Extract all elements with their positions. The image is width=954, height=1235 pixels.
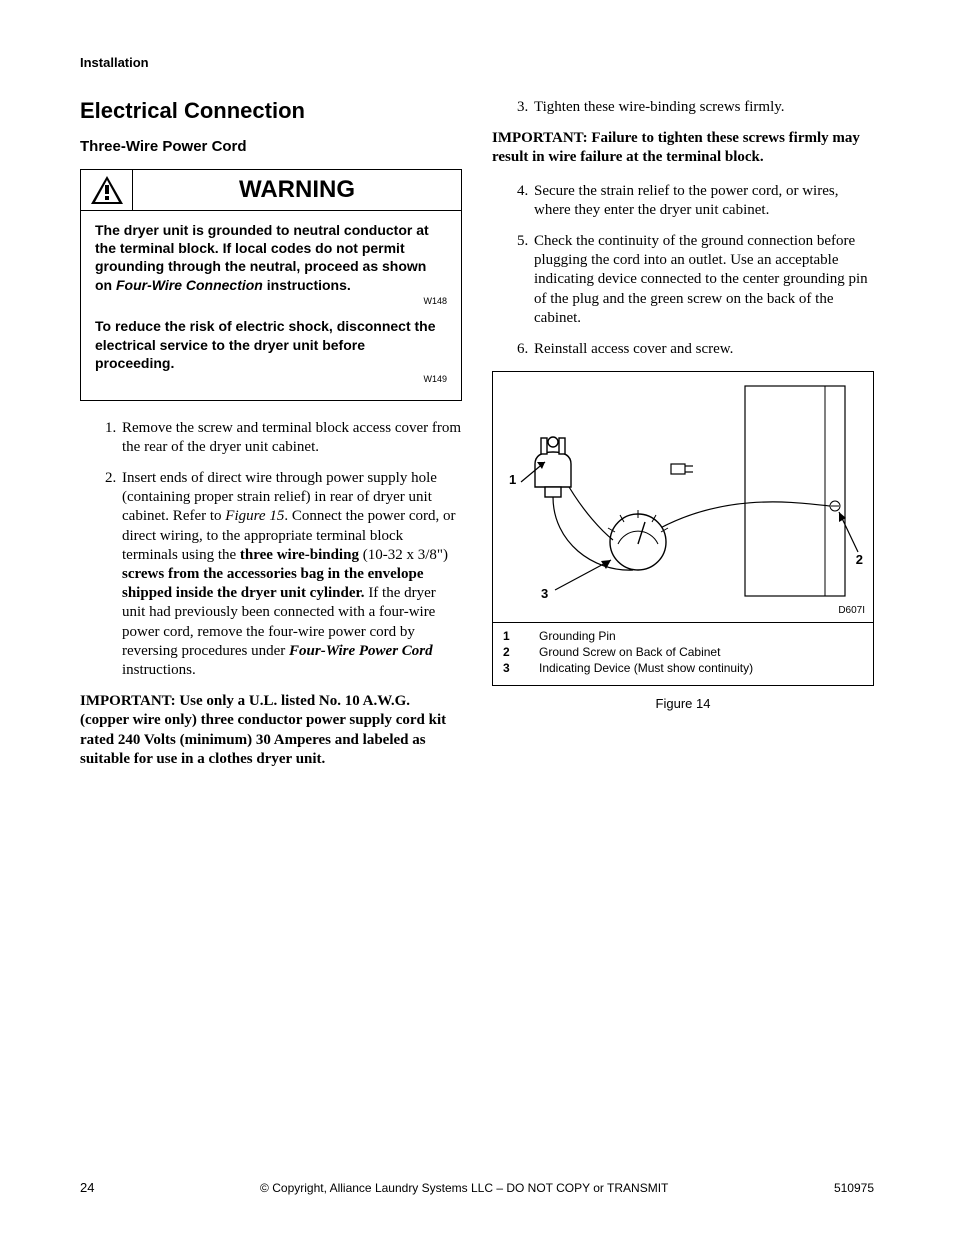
legend-row: 3 Indicating Device (Must show continuit… [503,661,863,675]
s2e: (10-32 x 3/8") [359,547,448,563]
right-important: IMPORTANT: Failure to tighten these scre… [492,129,874,167]
warning-paragraph-1: The dryer unit is grounded to neutral co… [95,221,447,294]
step-2: Insert ends of direct wire through power… [120,469,462,680]
warning-icon [81,170,133,210]
warning-p1c: instructions. [263,277,351,293]
step-5: Check the continuity of the ground conne… [532,232,874,328]
s2d: three wire-binding [240,547,359,563]
legend-key: 1 [503,629,539,643]
warning-code-1: W148 [95,296,447,308]
step-4: Secure the strain relief to the power co… [532,182,874,220]
diagram-svg [493,372,873,622]
legend-value: Indicating Device (Must show continuity) [539,661,753,675]
figure-diagram: 1 2 3 D607I [493,372,873,622]
s2h: Four-Wire Power Cord [289,643,433,659]
page-number: 24 [80,1180,94,1195]
warning-header: WARNING [81,170,461,211]
warning-paragraph-2: To reduce the risk of electric shock, di… [95,317,447,372]
figure-code: D607I [838,605,865,616]
two-column-layout: Electrical Connection Three-Wire Power C… [80,98,874,783]
right-steps-list-b: Secure the strain relief to the power co… [492,182,874,360]
s2i: instructions. [122,662,196,678]
page-header-section: Installation [80,55,874,70]
left-steps-list: Remove the screw and terminal block acce… [80,419,462,680]
warning-title: WARNING [133,170,461,210]
section-title: Electrical Connection [80,98,462,124]
warning-code-2: W149 [95,374,447,386]
warning-body: The dryer unit is grounded to neutral co… [81,211,461,400]
figure-caption: Figure 14 [492,696,874,711]
step-6: Reinstall access cover and screw. [532,340,874,359]
legend-value: Ground Screw on Back of Cabinet [539,645,720,659]
step-1: Remove the screw and terminal block acce… [120,419,462,457]
left-important: IMPORTANT: Use only a U.L. listed No. 10… [80,692,462,769]
left-column: Electrical Connection Three-Wire Power C… [80,98,462,783]
figure-legend: 1 Grounding Pin 2 Ground Screw on Back o… [493,622,873,685]
fig-callout-2: 2 [856,552,863,567]
step-3: Tighten these wire-binding screws firmly… [532,98,874,117]
legend-row: 1 Grounding Pin [503,629,863,643]
doc-number: 510975 [834,1181,874,1195]
fig-callout-3: 3 [541,586,548,601]
legend-row: 2 Ground Screw on Back of Cabinet [503,645,863,659]
s2b: Figure 15 [225,508,284,524]
legend-key: 2 [503,645,539,659]
warning-box: WARNING The dryer unit is grounded to ne… [80,169,462,401]
legend-value: Grounding Pin [539,629,616,643]
subsection-title: Three-Wire Power Cord [80,138,462,155]
warning-p1b: Four-Wire Connection [116,277,263,293]
fig-callout-1: 1 [509,472,516,487]
right-steps-list-a: Tighten these wire-binding screws firmly… [492,98,874,117]
legend-key: 3 [503,661,539,675]
right-column: Tighten these wire-binding screws firmly… [492,98,874,783]
copyright-text: © Copyright, Alliance Laundry Systems LL… [260,1181,668,1195]
page-footer: 24 © Copyright, Alliance Laundry Systems… [80,1180,874,1195]
figure-box: 1 2 3 D607I 1 Grounding Pin 2 Ground Scr… [492,371,874,686]
